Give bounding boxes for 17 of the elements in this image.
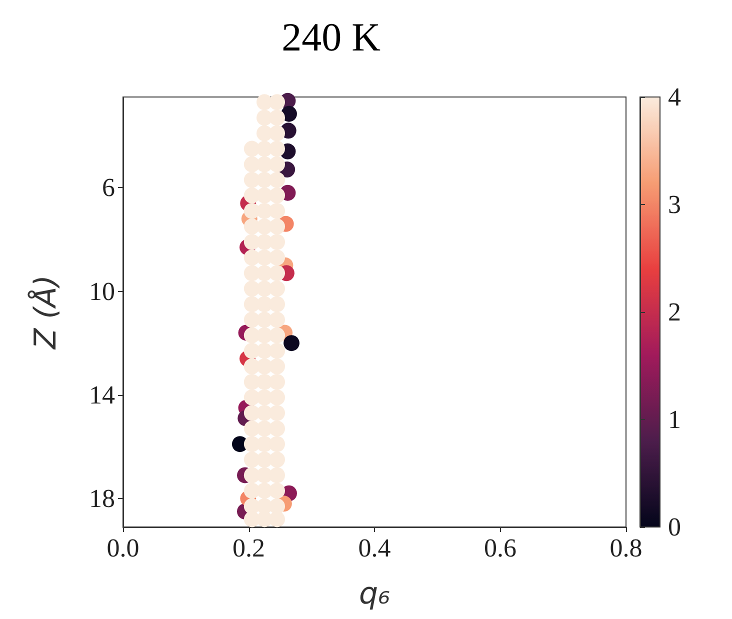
chart-title: 240 K: [282, 14, 381, 60]
x-tick-label: 0.8: [610, 534, 642, 562]
color-bar-label: 1: [668, 405, 681, 434]
x-tick-label: 0.4: [358, 534, 391, 562]
y-axis-title: Z (Å): [28, 274, 64, 350]
y-tick-label: 14: [89, 380, 115, 410]
color-bar-label: 4: [668, 82, 681, 112]
y-tick-label: 6: [102, 173, 115, 202]
color-bar-label: 2: [668, 298, 681, 326]
x-tick-label: 0.6: [484, 534, 516, 562]
y-tick-label: 18: [89, 484, 115, 514]
y-tick-label: 10: [89, 276, 115, 306]
x-axis-title: q₆: [358, 576, 390, 612]
x-tick-label: 0.2: [232, 534, 265, 562]
color-bar-label: 3: [668, 190, 681, 219]
color-bar-label: 0: [668, 512, 681, 542]
x-tick-label: 0.0: [106, 534, 140, 562]
